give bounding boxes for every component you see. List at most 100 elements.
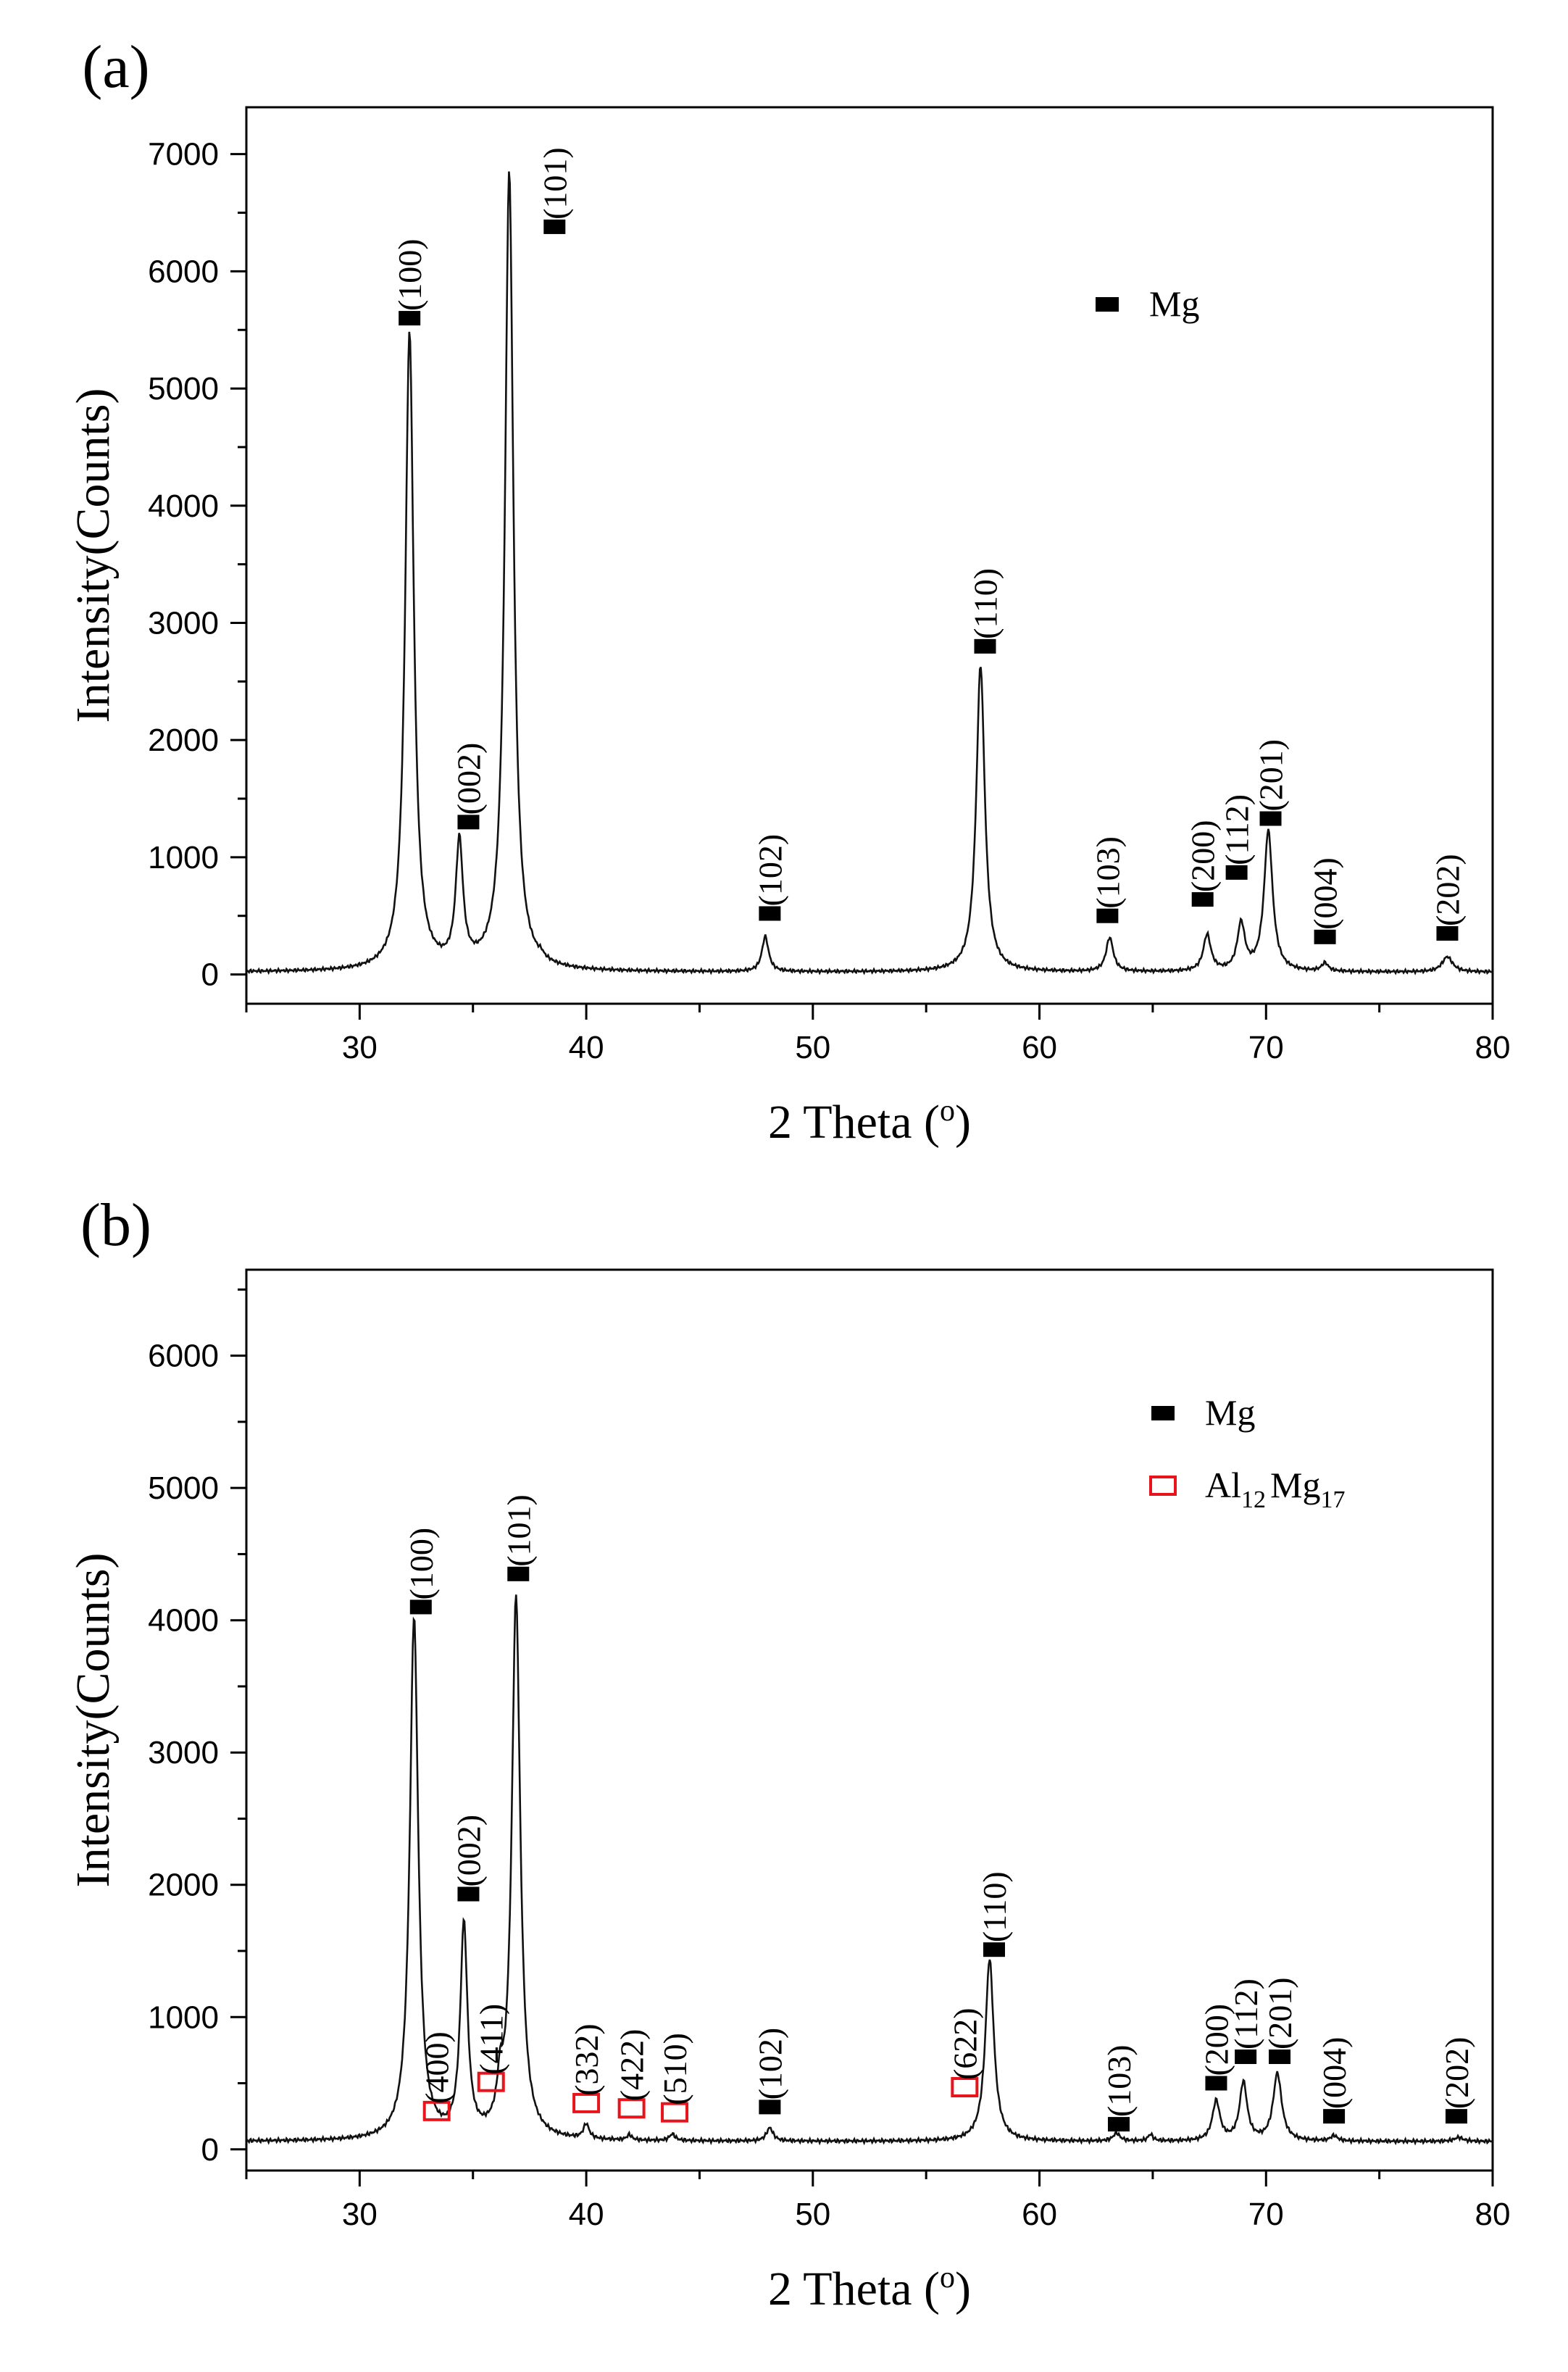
hkl-label: (201) [1262, 1977, 1298, 2050]
y-tick-label: 4000 [148, 488, 219, 524]
y-tick-label: 3000 [148, 1735, 219, 1770]
hkl-label: (103) [1101, 2044, 1138, 2117]
y-tick-label: 2000 [148, 1868, 219, 1903]
mg-peak-marker [759, 906, 781, 921]
y-tick-label: 0 [201, 957, 219, 993]
plot-frame [245, 106, 1494, 1005]
mg-peak-marker [759, 2100, 781, 2115]
mg-peak-marker [1269, 2050, 1291, 2065]
mg-peak-marker [409, 1599, 432, 1615]
al12mg17-peak-marker [422, 2100, 451, 2121]
panel-letter: (b) [80, 1191, 151, 1259]
mg-peak-marker [1259, 811, 1282, 826]
mg-peak-marker [1235, 2050, 1257, 2065]
mg-peak-marker [1445, 2109, 1467, 2124]
legend-label: Mg [1149, 283, 1199, 324]
y-tick-label: 0 [201, 2132, 219, 2168]
hkl-label: (004) [1307, 857, 1344, 930]
hkl-label: (110) [976, 1871, 1013, 1942]
al12mg17-peak-marker [951, 2077, 979, 2098]
hkl-label: (100) [391, 238, 428, 311]
hkl-label: (200) [1185, 820, 1222, 892]
hkl-label: (002) [450, 1815, 487, 1887]
y-tick-label: 5000 [148, 371, 219, 407]
mg-peak-marker [1225, 865, 1248, 880]
hkl-label: (002) [450, 743, 487, 815]
legend-al12mg17-marker [1149, 1476, 1177, 1496]
mg-peak-marker [1108, 2117, 1130, 2132]
y-tick-label: 4000 [148, 1603, 219, 1639]
panel-letter: (a) [82, 33, 149, 101]
xrd-trace [246, 1594, 1493, 2146]
hkl-label: (411) [473, 2004, 510, 2075]
hkl-label: (201) [1253, 739, 1290, 812]
hkl-label: (332) [568, 2023, 605, 2096]
hkl-label: (102) [751, 2028, 788, 2100]
y-tick-label: 7000 [148, 137, 219, 172]
x-tick-label: 70 [1248, 1030, 1284, 1065]
x-tick-label: 40 [569, 2197, 604, 2232]
x-tick-label: 60 [1022, 1030, 1057, 1065]
mg-peak-marker [1323, 2109, 1346, 2124]
legend-label: Al12 Mg17 [1205, 1465, 1345, 1513]
mg-peak-marker [543, 219, 566, 234]
hkl-label: (202) [1438, 2037, 1475, 2110]
x-tick-label: 60 [1022, 2197, 1057, 2232]
mg-peak-marker [983, 1942, 1005, 1957]
al12mg17-peak-marker [617, 2098, 646, 2119]
plot-frame [245, 1268, 1494, 2172]
x-tick-label: 70 [1248, 2197, 1284, 2232]
xrd-trace [246, 171, 1493, 975]
y-tick-label: 5000 [148, 1470, 219, 1506]
al12mg17-peak-marker [477, 2071, 505, 2092]
mg-peak-marker [399, 311, 421, 326]
hkl-label: (112) [1227, 1978, 1264, 2050]
hkl-label: (103) [1089, 836, 1126, 909]
hkl-label: (622) [946, 2007, 983, 2080]
y-tick-label: 6000 [148, 1339, 219, 1374]
panel-b: (b) 30 40 50 60 70 80 0 1000 2000 3000 4000 5000 6000… [67, 1191, 1510, 2315]
hkl-label: (400) [419, 2031, 456, 2104]
al12mg17-peak-marker [661, 2102, 689, 2123]
x-tick-label: 80 [1475, 2197, 1511, 2232]
hkl-label: (110) [967, 568, 1004, 639]
legend-label: Mg [1205, 1392, 1255, 1433]
mg-peak-marker [1191, 892, 1214, 907]
hkl-label: (100) [403, 1528, 440, 1600]
y-tick-label: 6000 [148, 254, 219, 289]
hkl-label: (422) [614, 2029, 651, 2102]
legend-mg-marker [1151, 1406, 1175, 1420]
mg-peak-marker [457, 815, 480, 830]
x-tick-label: 30 [342, 2197, 378, 2232]
x-axis-title: 2 Theta (o) [768, 2261, 971, 2315]
mg-peak-marker [1205, 2076, 1227, 2091]
mg-peak-marker [1436, 925, 1459, 941]
x-tick-label: 80 [1475, 1030, 1511, 1065]
y-axis-title: Intensity(Counts) [67, 388, 120, 723]
hkl-label: (202) [1429, 854, 1466, 926]
y-axis-title: Intensity(Counts) [67, 1553, 120, 1888]
x-tick-label: 40 [569, 1030, 604, 1065]
hkl-label: (102) [751, 834, 788, 907]
hkl-label: (112) [1219, 794, 1256, 865]
mg-peak-marker [1314, 929, 1336, 944]
panel-a: (a) 30 40 50 60 70 80 0 1000 2000 3000 4000 5000 6000… [67, 33, 1510, 1149]
mg-peak-marker [507, 1566, 530, 1581]
hkl-label: (004) [1316, 2037, 1353, 2110]
x-tick-label: 30 [342, 1030, 378, 1065]
y-tick-label: 3000 [148, 605, 219, 641]
hkl-label: (200) [1198, 2004, 1235, 2076]
hkl-label: (101) [536, 147, 573, 220]
mg-peak-marker [1096, 908, 1119, 923]
hkl-label: (510) [656, 2033, 693, 2105]
y-tick-label: 1000 [148, 840, 219, 875]
hkl-label: (101) [500, 1494, 537, 1567]
x-tick-label: 50 [795, 2197, 830, 2232]
al12mg17-peak-marker [572, 2092, 601, 2113]
mg-peak-marker [457, 1886, 480, 1902]
x-tick-label: 50 [795, 1030, 830, 1065]
x-axis-title: 2 Theta (o) [768, 1094, 971, 1149]
y-tick-label: 1000 [148, 1999, 219, 2035]
